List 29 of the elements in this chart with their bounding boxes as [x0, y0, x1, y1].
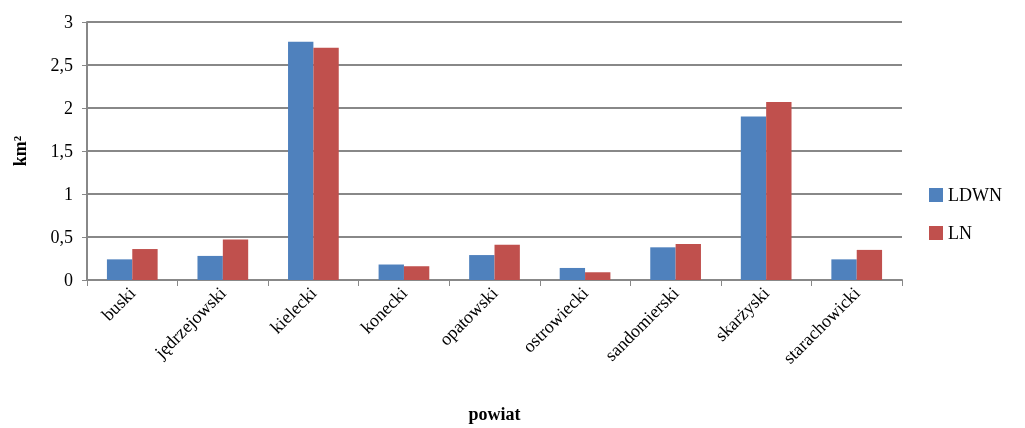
y-axis-title: km² — [10, 135, 30, 167]
bar — [650, 247, 676, 280]
y-tick-label: 0,5 — [50, 227, 73, 247]
bar — [766, 101, 792, 280]
y-tick-label: 1 — [64, 184, 73, 204]
y-tick-label: 2 — [64, 98, 73, 118]
bar — [403, 266, 430, 280]
bar — [197, 255, 223, 280]
bar — [106, 259, 133, 280]
bar — [856, 249, 883, 280]
y-tick-label: 0 — [64, 270, 73, 290]
bar — [313, 47, 339, 280]
x-axis-title: powiat — [468, 404, 521, 424]
legend-label: LDWN — [948, 185, 1002, 205]
bar — [740, 116, 767, 280]
y-tick-label: 2,5 — [50, 55, 73, 75]
bar — [675, 243, 701, 280]
bar — [132, 249, 158, 280]
bar — [469, 255, 495, 280]
bar — [288, 41, 314, 280]
y-tick-label: 3 — [64, 12, 73, 32]
bar — [378, 264, 404, 280]
legend-label: LN — [948, 223, 973, 243]
y-tick-label: 1,5 — [50, 141, 73, 161]
bar — [222, 239, 249, 280]
bar — [559, 267, 586, 280]
bar — [494, 244, 520, 280]
bar — [831, 259, 857, 280]
bar — [585, 272, 611, 280]
